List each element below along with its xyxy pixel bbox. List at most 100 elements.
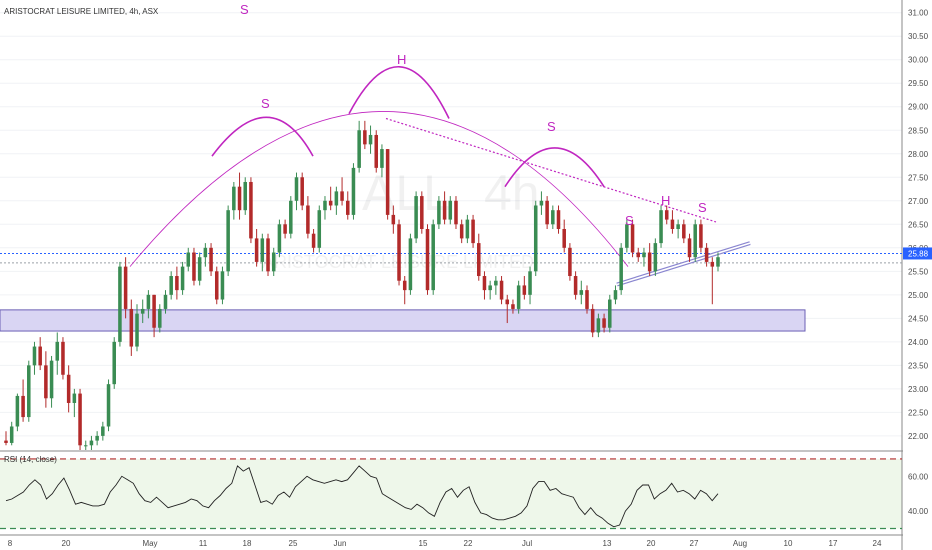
candle bbox=[380, 144, 384, 178]
candle-body bbox=[385, 149, 390, 215]
time-tick: May bbox=[142, 539, 157, 548]
candle bbox=[334, 186, 339, 215]
candle-body bbox=[323, 200, 327, 211]
candle-body bbox=[180, 266, 185, 291]
candle bbox=[431, 219, 435, 295]
candle bbox=[448, 196, 453, 225]
candle bbox=[289, 196, 293, 239]
candle bbox=[511, 299, 515, 314]
candle-body bbox=[38, 346, 42, 366]
candle bbox=[163, 290, 168, 314]
price-tick: 31.00 bbox=[908, 9, 929, 18]
candle-body bbox=[488, 285, 492, 291]
candle-body bbox=[630, 224, 635, 253]
candle-body bbox=[129, 308, 134, 347]
candle bbox=[516, 280, 521, 314]
candle bbox=[659, 205, 663, 248]
label-mini-right-shoulder: S bbox=[698, 200, 707, 215]
candle-body bbox=[425, 229, 430, 291]
candle-body bbox=[66, 374, 71, 403]
candle-body bbox=[243, 181, 247, 211]
candle bbox=[106, 379, 111, 432]
candle bbox=[636, 247, 641, 262]
pattern-lines bbox=[0, 65, 902, 287]
candle bbox=[442, 191, 447, 225]
candle-body bbox=[158, 308, 162, 328]
candle-body bbox=[123, 266, 128, 309]
candle bbox=[214, 266, 219, 305]
candle bbox=[425, 224, 430, 295]
candle bbox=[385, 149, 390, 220]
left-shoulder-arc bbox=[211, 116, 314, 157]
rsi-tick: 40.00 bbox=[908, 507, 929, 516]
candle-body bbox=[112, 341, 116, 385]
candle bbox=[716, 252, 720, 272]
price-tick: 22.00 bbox=[908, 432, 929, 441]
candle bbox=[21, 379, 25, 422]
candle-body bbox=[693, 224, 697, 258]
candle bbox=[693, 219, 697, 262]
descending-neckline bbox=[385, 117, 717, 223]
candle-body bbox=[573, 276, 578, 295]
candle bbox=[556, 205, 561, 234]
price-tick: 25.00 bbox=[908, 291, 929, 300]
candle-body bbox=[602, 318, 606, 328]
candle bbox=[83, 440, 88, 450]
time-tick: 18 bbox=[243, 539, 252, 548]
candle bbox=[49, 355, 54, 408]
time-tick: 15 bbox=[419, 539, 428, 548]
candle bbox=[363, 120, 367, 150]
candle-body bbox=[254, 238, 259, 262]
candle bbox=[277, 219, 282, 258]
candle bbox=[368, 125, 373, 154]
rsi-tick: 60.00 bbox=[908, 472, 929, 481]
candle bbox=[585, 285, 589, 314]
candle-body bbox=[49, 360, 54, 399]
candle-body bbox=[9, 426, 14, 443]
candle bbox=[9, 421, 14, 446]
candle bbox=[408, 233, 413, 295]
candle bbox=[533, 200, 538, 277]
candle-body bbox=[334, 191, 339, 206]
candle-body bbox=[676, 224, 680, 229]
candle bbox=[374, 130, 379, 173]
candle-body bbox=[613, 290, 618, 300]
time-tick: 17 bbox=[829, 539, 838, 548]
candle-body bbox=[306, 205, 310, 234]
candle-body bbox=[95, 435, 99, 441]
candle bbox=[699, 219, 703, 253]
candle-body bbox=[283, 224, 287, 234]
candle-body bbox=[494, 280, 498, 286]
candle bbox=[488, 280, 492, 300]
time-tick: Aug bbox=[733, 539, 747, 548]
candle bbox=[459, 219, 464, 244]
candle bbox=[391, 205, 396, 234]
candle bbox=[602, 313, 606, 333]
candle-body bbox=[499, 280, 504, 300]
candle-body bbox=[511, 304, 515, 309]
candle-body bbox=[175, 276, 179, 291]
candle-body bbox=[21, 395, 25, 418]
candle bbox=[266, 233, 270, 277]
candle bbox=[676, 219, 680, 239]
candle bbox=[323, 196, 327, 220]
candle-body bbox=[266, 238, 270, 272]
candle-body bbox=[647, 252, 652, 272]
candle-body bbox=[289, 200, 293, 234]
candle-body bbox=[551, 210, 555, 225]
candle bbox=[454, 196, 458, 229]
candle-body bbox=[596, 318, 601, 333]
time-tick: 8 bbox=[8, 539, 13, 548]
candle-body bbox=[300, 177, 304, 206]
candle-body bbox=[55, 341, 60, 361]
candle bbox=[357, 120, 361, 173]
rsi-pane bbox=[0, 458, 902, 530]
candle-body bbox=[27, 365, 31, 418]
price-tick: 29.00 bbox=[908, 103, 929, 112]
head-arc bbox=[348, 65, 450, 119]
candle bbox=[642, 247, 646, 267]
price-tick: 22.50 bbox=[908, 408, 929, 417]
candle bbox=[494, 276, 498, 295]
